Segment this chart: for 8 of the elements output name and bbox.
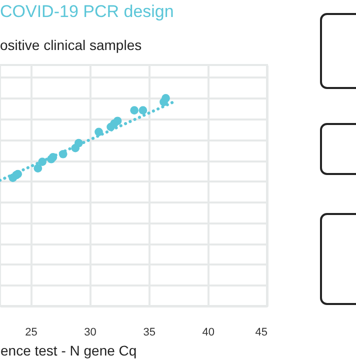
x-axis-title: ence test - N gene Cq <box>0 342 137 358</box>
x-tick-label: 30 <box>84 326 96 338</box>
x-tick-label: 25 <box>25 326 38 338</box>
x-tick-label: 45 <box>255 326 268 338</box>
chart-subtitle: ositive clinical samples <box>0 37 142 53</box>
chart-title: COVID-19 PCR design <box>0 2 174 22</box>
x-tick-label: 35 <box>143 326 156 338</box>
x-tick-label: 40 <box>202 326 215 338</box>
